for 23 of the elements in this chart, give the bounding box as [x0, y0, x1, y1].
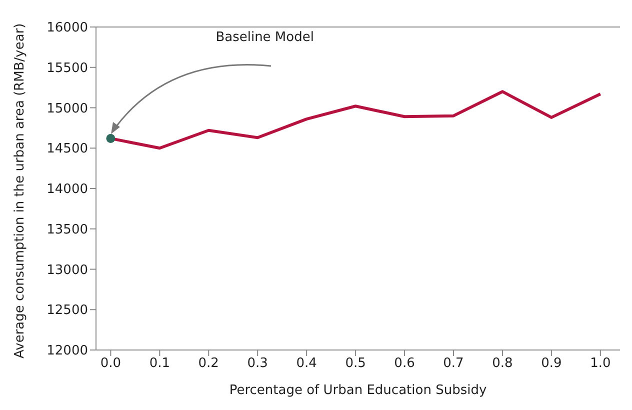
x-tick-label: 0.3 [247, 356, 268, 372]
y-tick-label: 12000 [46, 344, 88, 359]
x-tick-label: 0.4 [296, 356, 317, 372]
x-tick-label: 0.0 [100, 356, 122, 372]
x-tick-label: 0.6 [394, 356, 415, 372]
y-tick-label: 12500 [46, 303, 88, 318]
x-tick-label: 0.5 [345, 356, 366, 372]
x-tick-label: 0.9 [541, 356, 562, 372]
x-tick-label: 1.0 [590, 356, 611, 372]
y-tick-label: 15500 [46, 60, 88, 76]
y-tick-label: 16000 [46, 20, 88, 36]
x-tick-label: 0.7 [443, 356, 464, 372]
x-tick-label: 0.1 [149, 356, 170, 372]
y-axis-title: Average consumption in the urban area (RMB/year) [12, 23, 28, 358]
y-tick-label: 14500 [46, 142, 88, 157]
y-tick-label: 13500 [46, 222, 88, 238]
x-tick-label: 0.2 [198, 356, 219, 372]
y-tick-label: 14000 [46, 182, 88, 198]
x-axis-title: Percentage of Urban Education Subsidy [229, 383, 487, 398]
y-tick-label: 15000 [46, 101, 88, 116]
x-tick-label: 0.8 [492, 356, 513, 372]
annotation: Baseline Model [216, 30, 314, 45]
y-tick-label: 13000 [46, 262, 88, 278]
